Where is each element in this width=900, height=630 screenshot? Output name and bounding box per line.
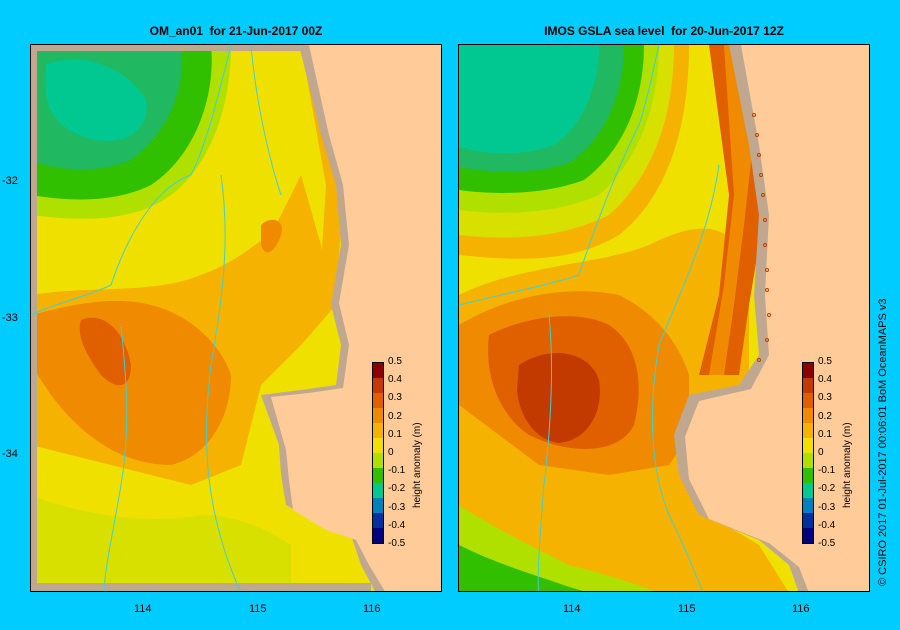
right-colorbar-title: height anomaly (m)	[842, 422, 853, 508]
colorbar-tick-label: 0.2	[818, 410, 832, 422]
left-panel-title: OM_an01 for 21-Jun-2017 00Z	[149, 24, 323, 38]
x-tick-label: 115	[249, 603, 267, 615]
y-tick-label: -33	[2, 312, 18, 324]
colorbar-tick-label: 0.3	[388, 392, 402, 404]
colorbar-tick-label: -0.4	[818, 519, 836, 531]
colorbar-tick-label: 0.4	[388, 374, 402, 386]
left-colorbar	[372, 362, 384, 544]
x-tick-label: 116	[792, 603, 810, 615]
colorbar-tick-label: -0.5	[388, 538, 406, 549]
left-colorbar-title: height anomaly (m)	[412, 422, 423, 508]
credit-text: © CSIRO 2017 01-Jul-2017 00:06:01 BoM Oc…	[877, 298, 889, 586]
colorbar-tick-label: -0.2	[388, 483, 406, 495]
colorbar-tick-label: -0.1	[818, 465, 836, 477]
colorbar-tick-label: 0.3	[818, 392, 832, 404]
colorbar-tick-label: 0.1	[388, 428, 402, 440]
right-panel-title: IMOS GSLA sea level for 20-Jun-2017 12Z	[544, 24, 784, 38]
y-tick-label: -32	[2, 175, 18, 187]
x-tick-label: 114	[563, 603, 581, 615]
colorbar-tick-label: 0.5	[818, 356, 832, 367]
colorbar-tick-label: -0.4	[388, 519, 406, 531]
right-colorbar	[802, 362, 814, 544]
colorbar-tick-label: 0	[818, 447, 824, 458]
colorbar-tick-label: 0	[388, 447, 394, 458]
colorbar-tick-label: 0.2	[388, 410, 402, 422]
x-tick-label: 115	[678, 603, 696, 615]
colorbar-tick-label: -0.5	[818, 538, 836, 549]
colorbar-tick-label: 0.4	[818, 374, 832, 386]
colorbar-tick-label: 0.1	[818, 428, 832, 440]
colorbar-tick-label: -0.1	[388, 465, 406, 477]
colorbar-tick-label: -0.3	[388, 501, 406, 513]
colorbar-tick-label: 0.5	[388, 356, 402, 367]
x-tick-label: 116	[363, 603, 381, 615]
colorbar-tick-label: -0.2	[818, 483, 836, 495]
left-map-panel	[30, 44, 442, 592]
y-tick-label: -34	[2, 448, 18, 460]
colorbar-tick-label: -0.3	[818, 501, 836, 513]
right-map-panel	[458, 44, 870, 592]
x-tick-label: 114	[134, 603, 152, 615]
